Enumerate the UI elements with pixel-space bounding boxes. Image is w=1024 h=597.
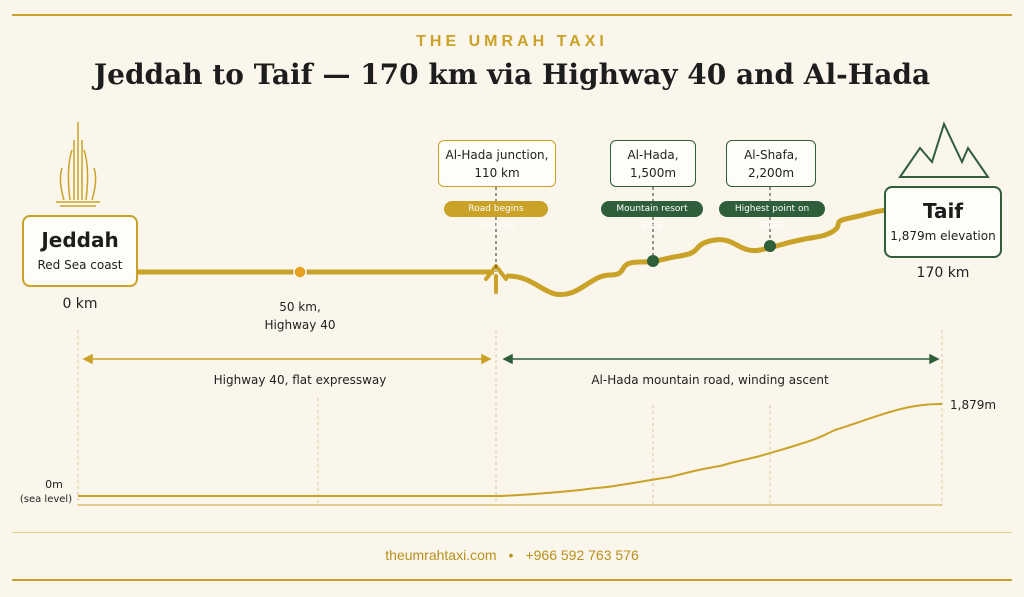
waypoint-50km-label: 50 km, Highway 40	[264, 300, 336, 332]
mountain-segment-arrow	[502, 353, 940, 365]
end-city-subtitle: 1,879m elevation	[890, 229, 996, 243]
page-title: Jeddah to Taif — 170 km via Highway 40 a…	[93, 58, 931, 91]
end-km-label: 170 km	[916, 265, 970, 281]
waypoint-50km-marker	[293, 265, 307, 279]
callout-al-hada: Al-Hada, 1,500m	[610, 140, 696, 187]
bottom-rule	[12, 532, 1012, 533]
top-rule	[12, 14, 1012, 16]
footer-separator: •	[508, 547, 514, 563]
segment-label-mountain: Al-Hada mountain road, winding ascent	[591, 373, 829, 387]
badge-mountain-resort-area: Mountain resort area	[601, 201, 703, 230]
al-hada-mountain-road	[505, 207, 889, 297]
mountains-icon	[898, 121, 990, 178]
footer-contact: theumrahtaxi.com • +966 592 763 576	[0, 547, 1024, 563]
callout-al-shafa: Al-Shafa, 2,200m	[726, 140, 816, 187]
start-km-label: 0 km	[62, 296, 98, 312]
elevation-profile-line	[78, 403, 943, 497]
fountain-icon	[56, 122, 100, 207]
segment-label-highway: Highway 40, flat expressway	[213, 373, 387, 387]
callout-al-hada-junction: Al-Hada junction, 110 km	[438, 140, 556, 187]
badge-road-begins-climbing: Road begins climbing	[444, 201, 548, 230]
start-city-box: Jeddah Red Sea coast	[22, 215, 138, 287]
phone-number[interactable]: +966 592 763 576	[525, 547, 639, 563]
elevation-max-label: 1,879m	[950, 398, 997, 412]
highway-segment-arrow	[82, 353, 492, 365]
badge-highest-point: Highest point on route	[719, 201, 825, 230]
elevation-min-label: 0m	[45, 478, 63, 491]
end-city-name: Taif	[922, 199, 964, 223]
distance-guides	[77, 330, 943, 505]
end-city-box: Taif 1,879m elevation	[884, 186, 1002, 258]
al-hada-marker	[647, 255, 659, 267]
website-link[interactable]: theumrahtaxi.com	[385, 547, 497, 563]
bottom-border-rule	[12, 579, 1012, 581]
start-city-subtitle: Red Sea coast	[37, 258, 123, 272]
elevation-min-sublabel: (sea level)	[19, 494, 73, 505]
al-shafa-marker	[764, 240, 776, 252]
brand-name: THE UMRAH TAXI	[416, 33, 608, 50]
start-city-name: Jeddah	[41, 228, 119, 252]
